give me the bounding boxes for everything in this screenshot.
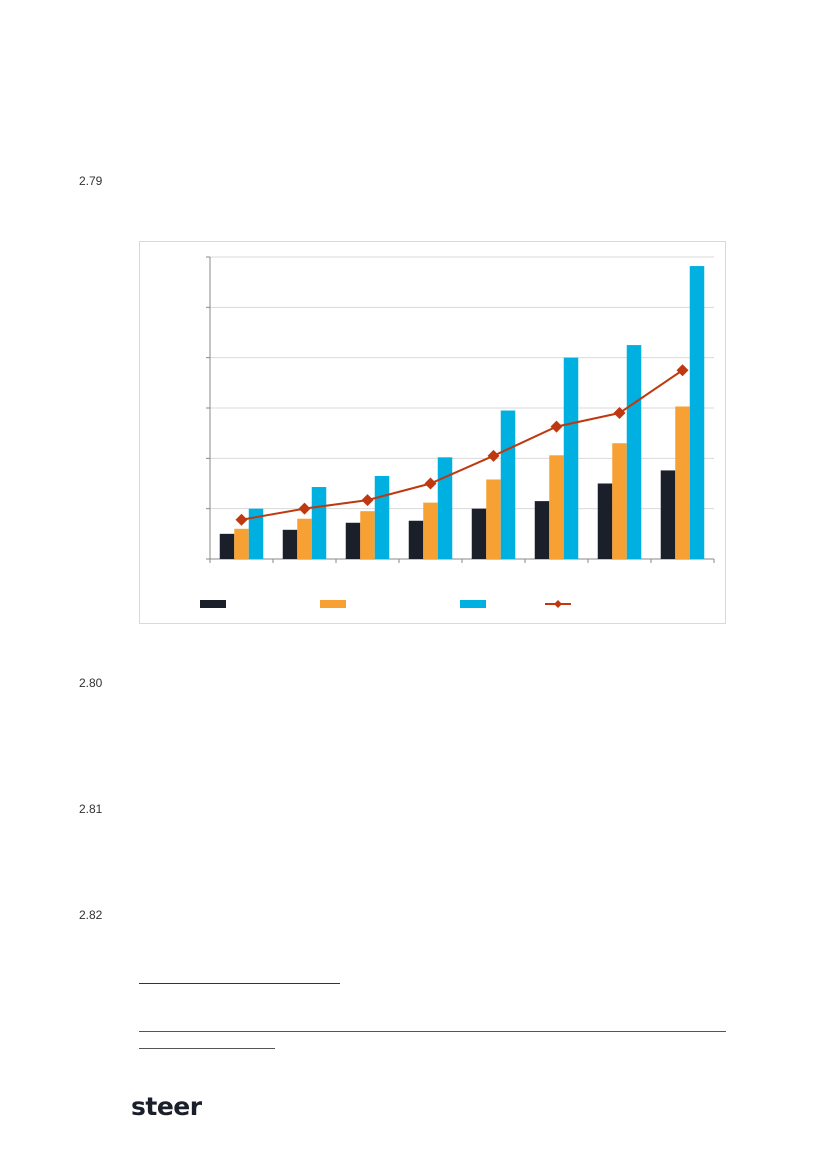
bar-series-1 [345,522,361,559]
line-point [550,420,563,433]
bar-series-3 [248,508,264,559]
line-point [613,407,626,420]
bar-series-2 [297,518,312,559]
paragraph-number-2-80: 2.80 [79,676,103,690]
bar-series-3 [626,345,642,559]
legend-swatch [460,600,486,608]
legend [200,600,571,608]
bar-series-1 [534,501,550,559]
chart-container [139,241,726,624]
line-point [235,513,248,526]
bar-series-3 [563,357,579,559]
bar-series-1 [408,520,424,559]
bars [219,266,705,559]
footnote-underline-long [139,1031,726,1032]
bar-series-2 [234,528,249,559]
bar-series-2 [612,443,627,559]
line-series [235,364,689,526]
paragraph-number-2-82: 2.82 [79,908,103,922]
bar-series-3 [374,475,390,559]
bar-series-3 [689,266,705,559]
legend-swatch [320,600,346,608]
line-point [487,449,500,462]
line-point [676,364,689,377]
bar-series-1 [597,483,613,559]
line-point [298,502,311,515]
bar-series-2 [423,502,438,559]
bar-line-chart [200,256,715,608]
bar-series-2 [549,455,564,559]
legend-swatch [200,600,226,608]
bar-series-2 [675,406,690,559]
line-series-path [241,369,684,521]
line-point [424,477,437,490]
legend-marker [554,600,562,608]
paragraph-number-2-79: 2.79 [79,174,103,188]
bar-series-2 [486,479,501,559]
bar-series-1 [660,470,676,559]
bar-series-1 [471,508,487,559]
line-point [361,494,374,507]
footnote-underline-short [139,1048,275,1049]
steer-logo: steer [131,1092,202,1121]
footnote-rule [139,983,340,984]
bar-series-2 [360,511,375,559]
bar-series-1 [219,533,235,559]
bar-series-3 [500,410,516,559]
paragraph-number-2-81: 2.81 [79,802,103,816]
bar-series-1 [282,529,298,559]
bar-series-3 [311,487,327,559]
bar-series-3 [437,457,453,559]
